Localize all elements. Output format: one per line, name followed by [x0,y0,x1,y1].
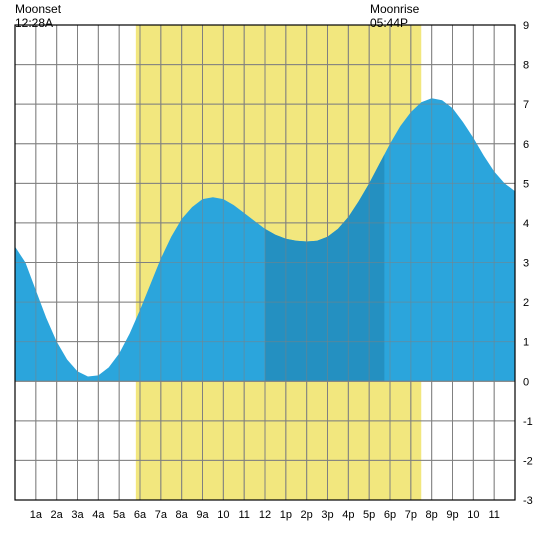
x-tick-label: 1p [280,509,292,521]
x-tick-label: 9p [446,509,458,521]
y-tick-label: -3 [523,495,533,507]
x-tick-label: 6a [134,509,147,521]
moonset-title: Moonset [15,2,61,16]
x-tick-label: 8a [176,509,189,521]
x-tick-label: 5a [113,509,126,521]
x-axis: 1a 2a 3a 4a 5a 6a 7a 8a 9a 10 11 12 1p 2p 3p 4p 5p 6p 7p 8p… [30,509,500,521]
y-tick-label: -2 [523,455,533,467]
x-tick-label: 10 [217,509,229,521]
x-tick-label: 11 [488,509,499,521]
y-tick-label: 7 [523,99,529,111]
y-tick-label: 0 [523,376,529,388]
x-tick-label: 8p [426,509,438,521]
x-tick-label: 10 [467,509,479,521]
x-tick-label: 3a [71,509,84,521]
y-tick-label: 8 [523,60,529,72]
x-tick-label: 7a [155,509,168,521]
moonrise-label: Moonrise 05:44P [370,2,419,31]
moonset-time: 12:28A [15,16,53,30]
moonset-label: Moonset 12:28A [15,2,61,31]
x-tick-label: 9a [196,509,209,521]
y-tick-label: -1 [523,416,533,428]
x-tick-label: 4p [342,509,354,521]
chart-svg: -3-2-101234567891a2a3a4a5a6a7a8a9a101112… [0,0,550,550]
x-tick-label: 2a [51,509,64,521]
x-tick-label: 3p [321,509,333,521]
moonrise-title: Moonrise [370,2,419,16]
x-tick-label: 7p [405,509,417,521]
x-tick-label: 6p [384,509,396,521]
x-tick-label: 2p [301,509,313,521]
y-tick-label: 4 [523,218,529,230]
y-tick-label: 9 [523,20,529,32]
y-tick-label: 1 [523,337,529,349]
y-tick-label: 3 [523,258,529,270]
x-tick-label: 1a [30,509,43,521]
x-tick-label: 5p [363,509,375,521]
x-tick-label: 12 [259,509,271,521]
y-tick-label: 5 [523,178,529,190]
moonrise-time: 05:44P [370,16,408,30]
x-tick-label: 4a [92,509,105,521]
x-tick-label: 11 [238,509,249,521]
tide-chart: Moonset 12:28A Moonrise 05:44P -3-2-1012… [0,0,550,550]
y-tick-label: 6 [523,139,529,151]
y-tick-label: 2 [523,297,529,309]
